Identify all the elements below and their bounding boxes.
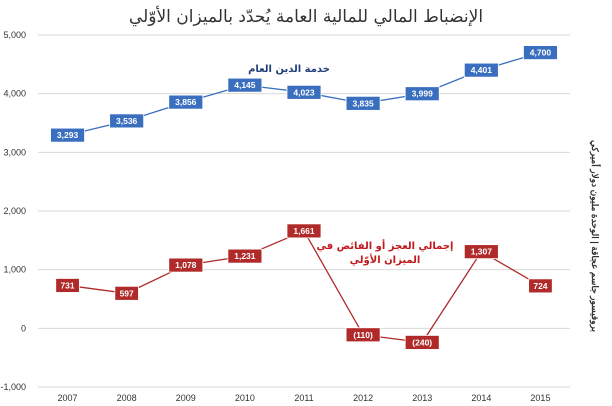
y-tick-label: 2,000 (3, 206, 26, 216)
data-point-marker (463, 62, 499, 78)
data-point-marker (50, 127, 85, 143)
y-tick-label: 3,000 (3, 147, 26, 157)
data-point-marker (345, 95, 381, 111)
data-point-marker (227, 248, 263, 264)
y-axis-label: بروفيسور جاسم عجاقة | الوحدة مليون دولار… (589, 140, 602, 332)
x-tick-label: 2009 (176, 393, 196, 403)
x-tick-label: 2015 (530, 393, 550, 403)
y-tick-label: 0 (21, 323, 26, 333)
data-point-marker (345, 327, 381, 343)
data-label: 3,835 (352, 98, 374, 108)
y-tick-label: -1,000 (0, 382, 26, 392)
data-label: 1,078 (175, 260, 197, 270)
data-label: 1,307 (471, 247, 493, 257)
data-point-marker (528, 278, 553, 294)
data-point-marker (109, 113, 145, 129)
data-label: 3,536 (116, 116, 138, 126)
data-point-marker (463, 244, 499, 260)
data-label: 3,856 (175, 97, 197, 107)
x-tick-label: 2008 (117, 393, 137, 403)
x-tick-label: 2013 (412, 393, 432, 403)
x-tick-label: 2010 (235, 393, 255, 403)
y-tick-label: 5,000 (3, 30, 26, 40)
data-point-marker (286, 223, 322, 239)
data-point-marker (404, 86, 440, 102)
data-label: 1,231 (234, 251, 256, 261)
chart-title: الإنضباط المالي للمالية العامة يُحدّد با… (129, 6, 483, 27)
x-tick-label: 2011 (294, 393, 313, 403)
series-label-debt-service: خدمة الدين العام (248, 64, 330, 75)
data-label: 724 (533, 281, 547, 291)
data-label: 3,999 (412, 89, 434, 99)
y-tick-label: 1,000 (3, 265, 26, 275)
series-label-primary-balance-line2: الميزان الأوّلي (350, 253, 421, 266)
data-point-marker (55, 278, 80, 293)
data-label: 597 (120, 288, 134, 298)
data-label: (240) (412, 337, 432, 347)
data-point-marker (168, 257, 204, 273)
y-tick-label: 4,000 (3, 89, 26, 99)
data-point-marker (168, 94, 204, 110)
data-label: 3,293 (57, 130, 79, 140)
data-point-marker (114, 285, 139, 301)
data-label: 4,023 (293, 87, 315, 97)
x-tick-label: 2014 (471, 393, 491, 403)
data-label: 731 (60, 280, 74, 290)
data-label: 4,401 (471, 65, 493, 75)
x-tick-label: 2012 (353, 393, 373, 403)
data-label: 1,661 (293, 226, 315, 236)
data-label: (110) (353, 330, 373, 340)
data-point-marker (227, 77, 263, 93)
data-label: 4,145 (234, 80, 256, 90)
series-label-primary-balance-line1: إجمالي العجز أو الفائض في (317, 239, 454, 252)
data-point-marker (523, 45, 558, 60)
x-tick-label: 2007 (58, 393, 78, 403)
data-label: 4,700 (530, 48, 552, 58)
data-point-marker (286, 84, 322, 100)
data-point-marker (404, 335, 440, 350)
